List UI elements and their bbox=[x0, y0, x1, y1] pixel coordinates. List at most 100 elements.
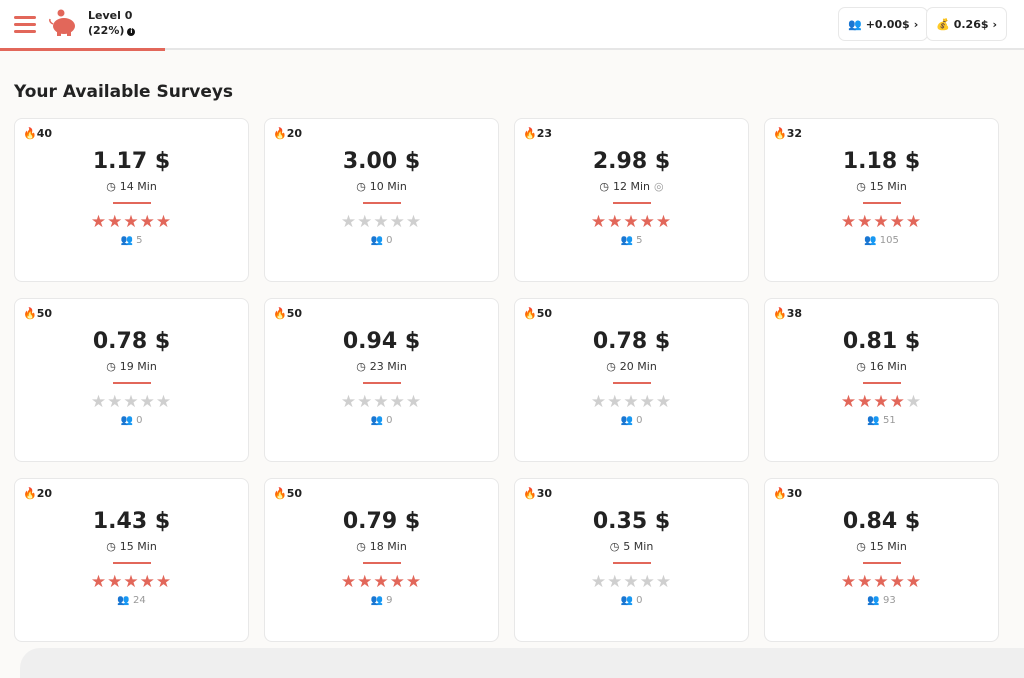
popularity-badge: 🔥50 bbox=[273, 487, 302, 500]
star-icon: ★ bbox=[340, 212, 358, 232]
duration-text: 15 Min bbox=[869, 540, 907, 553]
level-percent: (22%) bbox=[88, 24, 125, 37]
clock-icon: ◷ bbox=[356, 180, 366, 193]
survey-card[interactable]: 🔥38 0.81 $ ◷ 16 Min ★★★★★ 👥 51 bbox=[764, 298, 999, 462]
survey-card[interactable]: 🔥50 0.94 $ ◷ 23 Min ★★★★★ 👥 0 bbox=[264, 298, 499, 462]
divider bbox=[862, 382, 901, 384]
popularity-value: 40 bbox=[36, 127, 53, 140]
star-icon: ★ bbox=[405, 392, 423, 412]
star-icon: ★ bbox=[373, 392, 390, 412]
star-icon: ★ bbox=[107, 572, 124, 592]
star-icon: ★ bbox=[405, 212, 423, 232]
star-icon: ★ bbox=[905, 572, 923, 592]
balance-button[interactable]: 💰 0.26$ › bbox=[926, 7, 1008, 41]
survey-card[interactable]: 🔥23 2.98 $ ◷ 12 Min ◎ ★★★★★ 👥 5 bbox=[514, 118, 749, 282]
rating-stars: ★★★★★ bbox=[765, 212, 998, 232]
popularity-badge: 🔥50 bbox=[523, 307, 552, 320]
star-icon: ★ bbox=[889, 212, 906, 232]
rating-count: 👥 0 bbox=[265, 415, 498, 426]
popularity-value: 32 bbox=[786, 127, 803, 140]
rating-stars: ★★★★★ bbox=[765, 392, 998, 412]
survey-card[interactable]: 🔥50 0.78 $ ◷ 20 Min ★★★★★ 👥 0 bbox=[514, 298, 749, 462]
popularity-value: 50 bbox=[286, 307, 303, 320]
users-icon: 👥 bbox=[120, 415, 133, 426]
popularity-badge: 🔥50 bbox=[23, 307, 52, 320]
webcam-icon: ◎ bbox=[654, 180, 664, 193]
rating-count-value: 5 bbox=[136, 235, 143, 246]
duration-text: 20 Min bbox=[619, 360, 657, 373]
money-bag-icon: 💰 bbox=[936, 17, 950, 31]
fire-icon: 🔥 bbox=[23, 487, 37, 500]
star-icon: ★ bbox=[905, 392, 923, 412]
star-icon: ★ bbox=[155, 392, 173, 412]
duration-text: 12 Min bbox=[612, 180, 650, 193]
star-icon: ★ bbox=[623, 212, 640, 232]
star-icon: ★ bbox=[873, 392, 890, 412]
star-icon: ★ bbox=[139, 212, 156, 232]
survey-duration: ◷ 12 Min ◎ bbox=[515, 180, 748, 193]
users-icon: 👥 bbox=[620, 235, 633, 246]
clock-icon: ◷ bbox=[609, 540, 620, 553]
star-icon: ★ bbox=[840, 212, 858, 232]
star-icon: ★ bbox=[623, 392, 640, 412]
clock-icon: ◷ bbox=[106, 540, 116, 553]
duration-text: 10 Min bbox=[369, 180, 407, 193]
rating-count-value: 24 bbox=[132, 595, 146, 606]
star-icon: ★ bbox=[90, 212, 108, 232]
star-icon: ★ bbox=[139, 572, 156, 592]
star-icon: ★ bbox=[155, 212, 173, 232]
fire-icon: 🔥 bbox=[523, 307, 537, 320]
survey-card[interactable]: 🔥50 0.79 $ ◷ 18 Min ★★★★★ 👥 9 bbox=[264, 478, 499, 642]
clock-icon: ◷ bbox=[856, 540, 866, 553]
survey-duration: ◷ 15 Min bbox=[765, 180, 998, 193]
popularity-badge: 🔥30 bbox=[523, 487, 552, 500]
star-icon: ★ bbox=[655, 212, 673, 232]
clock-icon: ◷ bbox=[856, 180, 866, 193]
survey-card[interactable]: 🔥30 0.84 $ ◷ 15 Min ★★★★★ 👥 93 bbox=[764, 478, 999, 642]
referral-amount: +0.00$ bbox=[865, 17, 910, 31]
duration-text: 16 Min bbox=[869, 360, 907, 373]
survey-card[interactable]: 🔥20 1.43 $ ◷ 15 Min ★★★★★ 👥 24 bbox=[14, 478, 249, 642]
info-icon[interactable]: i bbox=[127, 28, 136, 36]
survey-reward: 0.84 $ bbox=[842, 509, 921, 534]
survey-reward: 0.81 $ bbox=[842, 329, 921, 354]
star-icon: ★ bbox=[857, 392, 874, 412]
star-icon: ★ bbox=[590, 392, 608, 412]
duration-text: 19 Min bbox=[119, 360, 157, 373]
star-icon: ★ bbox=[889, 572, 906, 592]
survey-reward: 1.17 $ bbox=[92, 149, 171, 174]
survey-reward: 0.78 $ bbox=[592, 329, 671, 354]
users-icon: 👥 bbox=[867, 595, 880, 606]
duration-text: 15 Min bbox=[119, 540, 157, 553]
survey-card[interactable]: 🔥30 0.35 $ ◷ 5 Min ★★★★★ 👥 0 bbox=[514, 478, 749, 642]
fire-icon: 🔥 bbox=[23, 307, 37, 320]
survey-card[interactable]: 🔥40 1.17 $ ◷ 14 Min ★★★★★ 👥 5 bbox=[14, 118, 249, 282]
survey-card[interactable]: 🔥32 1.18 $ ◷ 15 Min ★★★★★ 👥 105 bbox=[764, 118, 999, 282]
referral-earnings-button[interactable]: 👥 +0.00$ › bbox=[838, 7, 929, 41]
users-icon: 👥 bbox=[370, 595, 383, 606]
level-info: Level 0 (22%) i bbox=[88, 8, 136, 38]
star-icon: ★ bbox=[873, 212, 890, 232]
rating-stars: ★★★★★ bbox=[765, 572, 998, 592]
chevron-right-icon: › bbox=[992, 17, 998, 31]
popularity-value: 38 bbox=[786, 307, 803, 320]
rating-count: 👥 0 bbox=[515, 595, 748, 606]
divider bbox=[362, 202, 401, 204]
rating-count: 👥 51 bbox=[765, 415, 998, 426]
divider bbox=[612, 562, 651, 564]
star-icon: ★ bbox=[357, 572, 374, 592]
popularity-value: 50 bbox=[286, 487, 303, 500]
fire-icon: 🔥 bbox=[23, 127, 37, 140]
survey-duration: ◷ 15 Min bbox=[15, 540, 248, 553]
survey-duration: ◷ 18 Min bbox=[265, 540, 498, 553]
survey-card[interactable]: 🔥50 0.78 $ ◷ 19 Min ★★★★★ 👥 0 bbox=[14, 298, 249, 462]
duration-text: 18 Min bbox=[369, 540, 407, 553]
rating-stars: ★★★★★ bbox=[515, 212, 748, 232]
survey-duration: ◷ 19 Min bbox=[15, 360, 248, 373]
survey-card[interactable]: 🔥20 3.00 $ ◷ 10 Min ★★★★★ 👥 0 bbox=[264, 118, 499, 282]
star-icon: ★ bbox=[840, 392, 858, 412]
star-icon: ★ bbox=[373, 572, 390, 592]
survey-reward: 1.18 $ bbox=[842, 149, 921, 174]
hamburger-menu-icon[interactable] bbox=[14, 16, 36, 33]
star-icon: ★ bbox=[655, 572, 673, 592]
